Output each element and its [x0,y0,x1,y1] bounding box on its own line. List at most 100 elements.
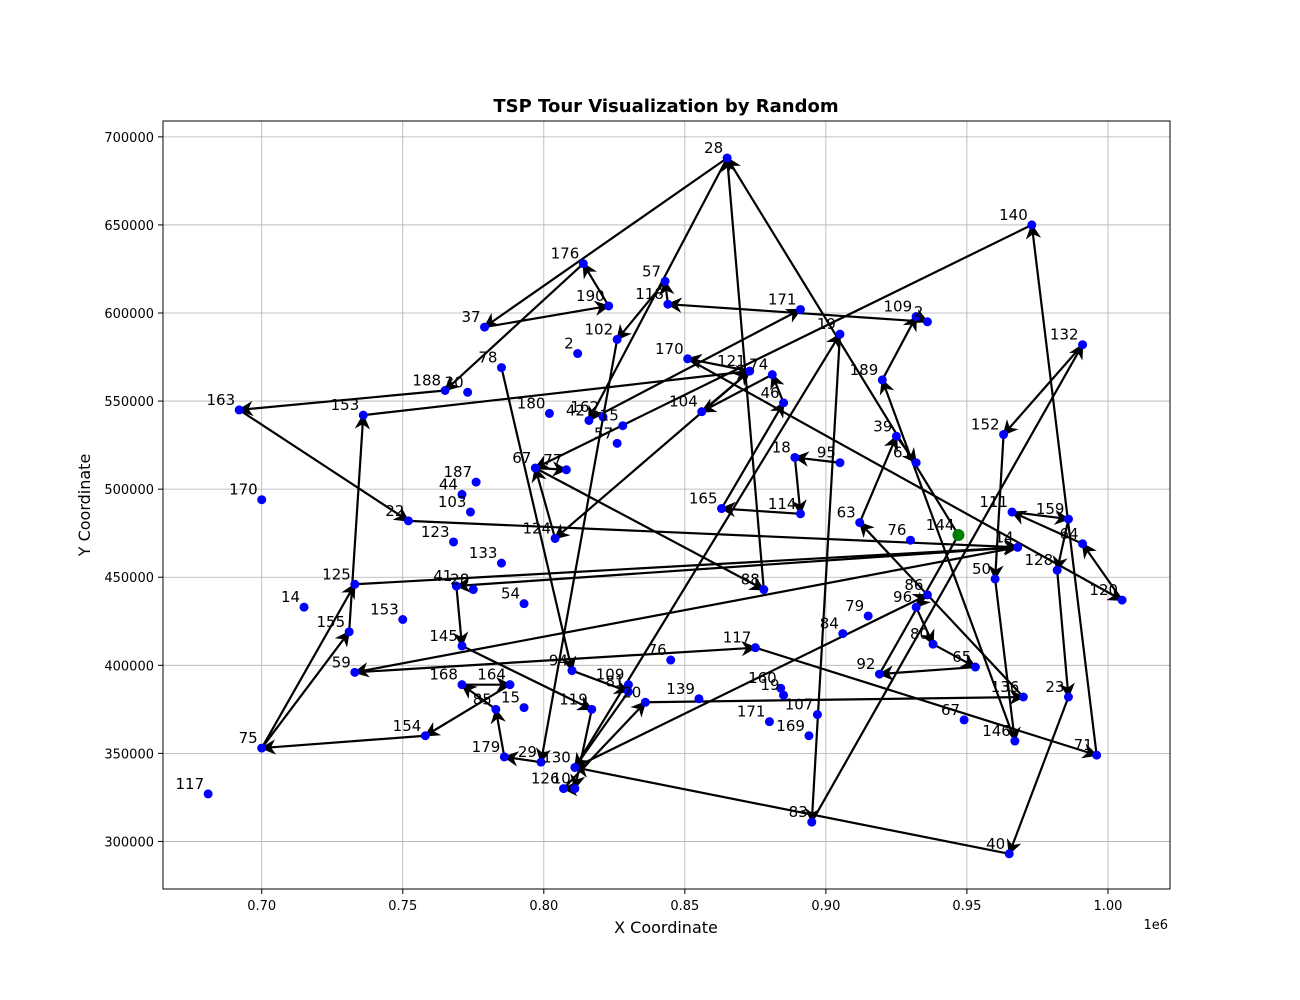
tour-edge [858,521,1025,698]
tour-edge [1002,343,1084,436]
city-label: 179 [472,738,501,756]
tour-edge [895,435,918,464]
tour-edge [238,408,410,522]
city-label: 114 [768,495,797,513]
city-label: 165 [689,490,718,508]
tour-edge [500,367,577,673]
city-point [764,717,774,727]
city-point [451,581,461,591]
city-point [855,518,865,528]
city-label: 77 [543,451,562,469]
tour-edge [915,606,935,646]
x-tick-label: 0.95 [952,899,981,914]
x-tick-label: 0.75 [388,899,417,914]
city-label: 50 [972,560,991,578]
chart-title: TSP Tour Visualization by Random [493,96,838,117]
city-label: 14 [995,528,1014,546]
tour-edge [994,578,1021,743]
city-point [795,509,805,519]
tour-edge [408,519,1020,555]
city-label: 39 [873,417,892,435]
city-point [1078,539,1088,549]
plot-frame [162,120,1171,890]
city-point [804,731,814,741]
tour-edge [1025,223,1098,756]
city-label: 63 [837,504,856,522]
x-tick-label: 1.00 [1093,899,1122,914]
x-offset-label: 1e6 [1143,918,1168,933]
tour-edge [484,300,611,329]
tour-edge [686,353,750,373]
city-label: 64 [1059,525,1078,543]
city-point [496,363,506,373]
city-point [683,354,693,364]
tour-edge [570,709,593,791]
city-point [835,329,845,339]
city-point [812,710,822,720]
y-tick-label: 500000 [104,483,154,498]
city-label: 15 [600,407,619,425]
tour-edge [1011,509,1070,526]
tour-edge [502,751,542,767]
city-points [203,153,1127,859]
city-label: 170 [229,481,258,499]
city-label: 130 [542,748,571,766]
city-label: 180 [517,394,546,412]
city-label: 139 [666,680,695,698]
city-label: 20 [622,683,641,701]
city-point [257,495,267,505]
city-point [838,629,848,639]
city-point [612,334,622,344]
city-point [344,627,354,637]
city-label: 120 [1089,581,1118,599]
city-label: 86 [904,576,923,594]
tour-edge [353,546,1018,678]
city-label: 159 [1036,500,1065,518]
tour-edge [571,669,630,695]
tour-edge [533,223,1033,469]
city-label: 88 [741,571,760,589]
city-label: 19 [817,315,836,333]
city-label: 28 [450,571,469,589]
y-ticks: 300000 350000 400000 450000 500000 550000 6000… [104,131,163,850]
city-point [1078,340,1088,350]
city-point [350,667,360,677]
tour-edge [424,683,511,737]
city-point [877,375,887,385]
city-point [767,370,777,380]
city-label: 22 [385,502,404,520]
city-point [863,611,873,621]
city-label: 160 [748,669,777,687]
city-point [567,666,577,676]
tour-edge [573,332,841,769]
start-city-point [952,528,965,541]
city-label: 67 [941,701,960,719]
city-point [457,489,467,499]
city-point [922,317,932,327]
city-point [559,784,569,794]
city-point [999,430,1009,440]
city-label: 40 [986,835,1005,853]
city-point [807,817,817,827]
grid [163,121,1170,889]
tour-edge [1056,570,1075,699]
tour-edge [858,434,899,524]
city-label: 30 [445,373,464,391]
tour-edge [443,262,585,392]
tour-edge [700,373,773,413]
city-label: 118 [635,285,664,303]
city-label: 18 [772,438,791,456]
city-label: 57 [594,424,613,442]
city-point [587,704,597,714]
city-label: 96 [893,588,912,606]
city-label: 46 [760,384,779,402]
tour-edge [988,434,1005,581]
tour-edge [582,262,610,307]
city-label: 109 [596,666,625,684]
tour-edge [881,315,918,381]
tour-edge [879,378,1016,742]
city-point [499,752,509,762]
city-label: 78 [478,349,497,367]
city-label: 133 [469,544,498,562]
city-point [911,312,921,322]
